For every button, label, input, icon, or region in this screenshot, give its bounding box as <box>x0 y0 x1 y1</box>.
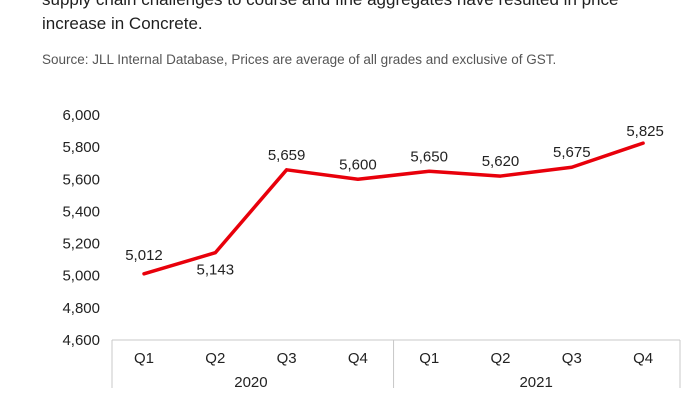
chart-axes <box>111 339 681 388</box>
x-axis-ticks: Q1 Q2 Q3 Q4 Q1 Q2 Q3 Q4 <box>134 350 653 367</box>
x-tick-label: Q1 <box>419 350 439 367</box>
x-tick-label: Q2 <box>205 350 225 367</box>
data-label: 5,143 <box>197 262 235 279</box>
y-tick-label: 4,800 <box>62 300 100 317</box>
y-tick-label: 5,400 <box>62 203 100 220</box>
data-label: 5,650 <box>410 148 448 165</box>
y-tick-label: 4,600 <box>62 332 100 349</box>
x-tick-label: Q1 <box>134 350 154 367</box>
data-label: 5,675 <box>553 144 591 161</box>
x-tick-label: Q3 <box>562 350 582 367</box>
y-tick-label: 6,000 <box>62 107 100 124</box>
x-tick-label: Q4 <box>633 350 653 367</box>
data-label: 5,012 <box>125 247 163 264</box>
x-tick-label: Q4 <box>348 350 368 367</box>
source-note: Source: JLL Internal Database, Prices ar… <box>42 52 557 67</box>
data-label: 5,620 <box>482 153 520 170</box>
data-labels: 5,012 5,143 5,659 5,600 5,650 5,620 5,675 5,825 <box>125 123 664 279</box>
y-tick-label: 5,000 <box>62 268 100 285</box>
y-tick-label: 5,800 <box>62 139 100 156</box>
year-group-label: 2020 <box>234 374 267 391</box>
x-tick-label: Q3 <box>277 350 297 367</box>
y-axis-ticks: 6,000 5,800 5,600 5,400 5,200 5,000 4,800 4,600 <box>62 107 100 349</box>
series-line <box>142 141 645 276</box>
x-tick-label: Q2 <box>490 350 510 367</box>
y-tick-label: 5,600 <box>62 171 100 188</box>
intro-text: supply chain challenges to course and fi… <box>42 0 618 33</box>
data-label: 5,659 <box>268 147 306 164</box>
series-lines <box>142 141 645 276</box>
data-label: 5,825 <box>626 123 664 140</box>
year-group-label: 2021 <box>519 374 552 391</box>
y-tick-label: 5,200 <box>62 236 100 253</box>
data-label: 5,600 <box>339 156 377 173</box>
x-axis-year-groups: 2020 2021 <box>234 374 553 391</box>
